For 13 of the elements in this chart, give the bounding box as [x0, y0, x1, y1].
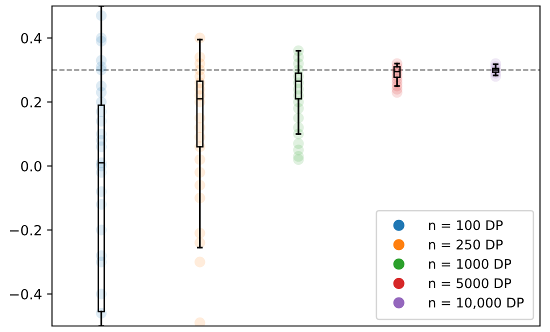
y-tick-label: −0.2: [10, 224, 41, 236]
legend-label: n = 100 DP: [429, 220, 503, 230]
legend-label: n = 5000 DP: [429, 278, 512, 288]
legend-label: n = 1000 DP: [429, 258, 512, 269]
y-tick-label: 0.2: [21, 96, 41, 108]
y-tick-label: 0.0: [21, 160, 42, 172]
point: [392, 87, 402, 98]
point: [293, 154, 304, 165]
y-tick-label: 0.4: [21, 32, 42, 44]
y-tick-label: −0.4: [10, 288, 42, 300]
legend-label: n = 10,000 DP: [429, 298, 524, 309]
point: [194, 256, 206, 268]
legend-label: n = 250 DP: [429, 240, 503, 250]
